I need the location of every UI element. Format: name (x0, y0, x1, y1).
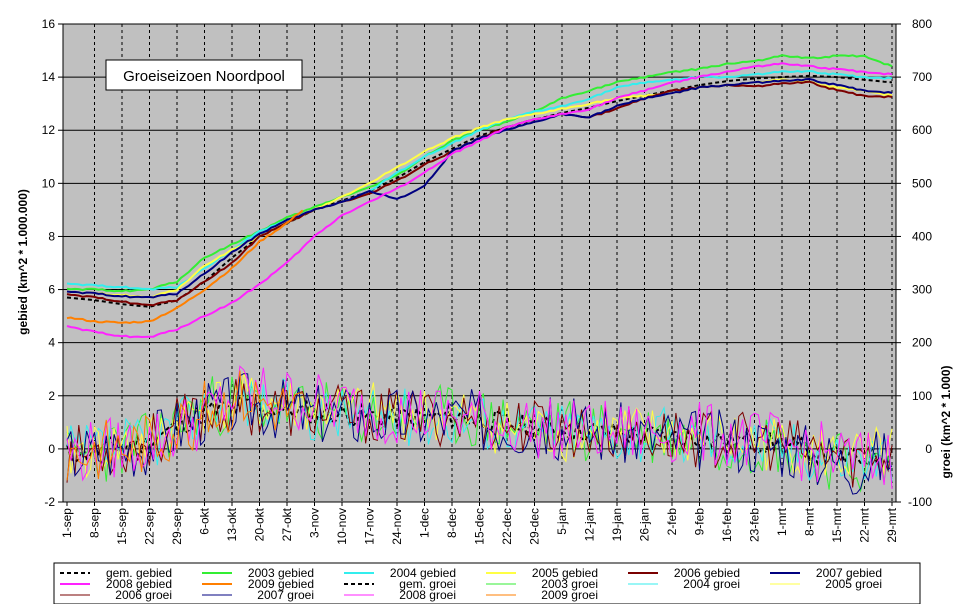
x-tick-label: 24-nov (390, 508, 404, 545)
y-tick-label: 4 (48, 336, 55, 350)
chart-title-box (105, 59, 303, 91)
legend-label: 2003 groei (541, 577, 598, 591)
y-tick-label: 14 (42, 70, 56, 84)
series-line (66, 365, 893, 490)
y-tick-label: 10 (42, 176, 56, 190)
x-tick-label: 17-nov (363, 508, 377, 545)
x-tick-label: 29-sep (170, 508, 184, 545)
legend-label: 2008 groei (399, 588, 456, 602)
x-tick-label: 1-sep (60, 508, 74, 538)
chart-title: Groeiseizoen Noordpool (123, 68, 285, 85)
x-tick-label: 13-okt (225, 507, 239, 541)
x-tick-label: 23-feb (748, 508, 762, 542)
y2-tick-label: 500 (912, 176, 932, 190)
y2-tick-label: 800 (912, 17, 932, 31)
x-tick-label: 19-jan (610, 508, 624, 541)
y-tick-label: 0 (48, 442, 55, 456)
legend-label: 2003 gebied (248, 566, 314, 580)
legend-label: 2009 groei (541, 588, 598, 602)
x-tick-label: 16-feb (720, 508, 734, 542)
legend-label: gem. gebied (106, 566, 172, 580)
y2-tick-label: 600 (912, 123, 932, 137)
x-tick-label: 15-dec (473, 508, 487, 545)
legend-label: 2004 groei (683, 577, 740, 591)
series-line (66, 77, 893, 299)
x-tick-label: 1-mrt (775, 507, 789, 536)
x-tick-label: 15-sep (115, 508, 129, 545)
x-tick-label: 3-nov (308, 508, 322, 538)
legend-label: 2007 groei (257, 588, 314, 602)
x-tick-label: 6-okt (198, 507, 212, 534)
x-axis: 1-sep 8-sep 15-sep 22-sep 29-sep 6-okt 13-okt 2… (60, 502, 899, 545)
x-tick-label: 22-dec (500, 508, 514, 545)
y-axis-left: -2 0 2 4 6 8 10 12 14 16 (42, 17, 63, 509)
legend-label: gem. groei (399, 577, 456, 591)
x-tick-label: 22-mrt (858, 507, 872, 542)
series-lines (66, 54, 893, 495)
x-tick-label: 20-okt (253, 507, 267, 541)
legend: gem. gebied 2003 gebied 2004 gebied 2005 ge… (60, 566, 882, 602)
legend-label: 2008 gebied (106, 577, 172, 591)
y2-tick-label: 100 (912, 389, 932, 403)
x-tick-label: 29-dec (528, 508, 542, 545)
legend-label: 2005 groei (825, 577, 882, 591)
x-tick-label: 8-mrt (803, 507, 817, 536)
y-tick-label: -2 (44, 495, 55, 509)
y2-tick-label: 0 (925, 442, 932, 456)
x-tick-label: 22-sep (143, 508, 157, 545)
x-tick-label: 27-okt (280, 507, 294, 541)
series-line (66, 370, 303, 481)
y-tick-label: 6 (48, 283, 55, 297)
y-tick-label: 2 (48, 389, 55, 403)
legend-label: 2005 gebied (532, 566, 598, 580)
x-tick-label: 5-jan (555, 508, 569, 535)
series-line (66, 396, 893, 468)
legend-label: 2004 gebied (390, 566, 456, 580)
x-tick-label: 9-feb (693, 508, 707, 536)
y-tick-label: 16 (42, 17, 56, 31)
x-tick-label: 12-jan (583, 508, 597, 541)
x-tick-label: 8-sep (88, 508, 102, 538)
y2-axis-title: groei (km^2 * 1.000) (939, 365, 953, 478)
legend-label: 2006 groei (115, 588, 172, 602)
legend-label: 2007 gebied (816, 566, 882, 580)
y-axis-right: -100 0 100 200 300 400 500 600 700 800 (896, 17, 932, 509)
legend-label: 2006 gebied (674, 566, 740, 580)
y-tick-label: 8 (48, 229, 55, 243)
series-line (66, 209, 304, 325)
x-tick-label: 10-nov (335, 508, 349, 545)
y-tick-label: 12 (42, 123, 56, 137)
y2-tick-label: -100 (908, 495, 932, 509)
x-tick-label: 8-dec (445, 508, 459, 538)
y2-tick-label: 400 (912, 229, 932, 243)
series-line (66, 62, 893, 339)
y2-tick-label: 300 (912, 283, 932, 297)
x-tick-label: 15-mrt (830, 507, 844, 542)
legend-label: 2009 gebied (248, 577, 314, 591)
x-tick-label: 26-jan (638, 508, 652, 541)
x-tick-label: 1-dec (418, 508, 432, 538)
series-line (66, 69, 893, 291)
y-axis-title: gebied (km^2 * 1.000.000) (16, 189, 30, 335)
x-tick-label: 2-feb (665, 508, 679, 536)
series-line (66, 74, 893, 308)
y2-tick-label: 700 (912, 70, 932, 84)
x-tick-label: 29-mrt (885, 507, 899, 542)
y2-tick-label: 200 (912, 336, 932, 350)
